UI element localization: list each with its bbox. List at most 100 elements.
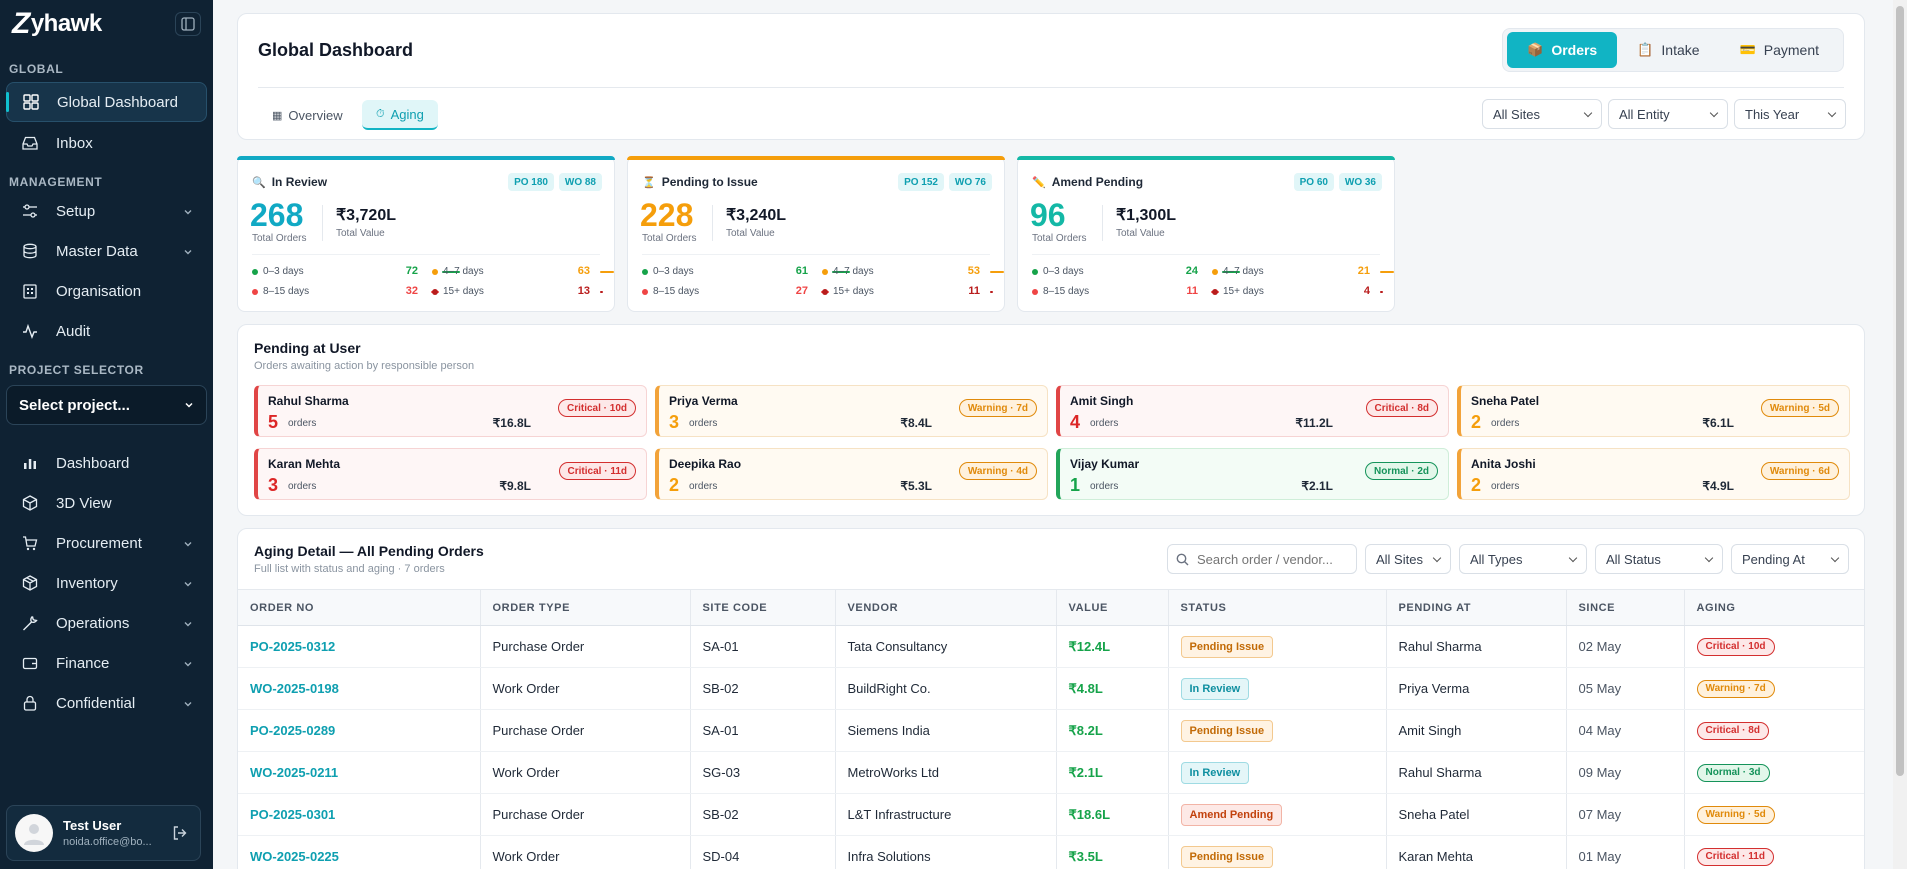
mode-payment-button[interactable]: 💳 Payment xyxy=(1720,32,1839,68)
logout-icon[interactable] xyxy=(168,821,192,845)
nav-procurement[interactable]: Procurement xyxy=(6,523,207,563)
site-code-cell: SB-02 xyxy=(689,667,835,710)
column-header[interactable]: VALUE xyxy=(1055,589,1168,626)
orders-label: orders xyxy=(1491,418,1520,429)
value-cell: ₹4.8L xyxy=(1055,667,1168,710)
chevron-down-icon xyxy=(1709,108,1719,117)
nav-finance[interactable]: Finance xyxy=(6,643,207,683)
user-name: Priya Verma xyxy=(669,394,738,408)
nav-audit[interactable]: Audit xyxy=(6,311,207,351)
sidebar-toggle-button[interactable] xyxy=(175,12,201,36)
table-row[interactable]: PO-2025-0289 Purchase Order SA-01 Siemen… xyxy=(238,709,1864,752)
package-icon: 📦 xyxy=(1527,42,1544,57)
pending-user-card[interactable]: Anita Joshi 2 orders ₹4.9L Warning · 6d xyxy=(1457,448,1850,500)
page-scrollbar[interactable] xyxy=(1893,0,1907,869)
user-name: Sneha Patel xyxy=(1471,394,1540,408)
nav-operations[interactable]: Operations xyxy=(6,603,207,643)
scrollbar-thumb[interactable] xyxy=(1896,6,1904,776)
column-header[interactable]: PENDING AT xyxy=(1385,589,1566,626)
stat-title: ⏳ Pending to Issue xyxy=(642,175,758,189)
since-cell: 09 May xyxy=(1565,751,1684,794)
order-number-link[interactable]: WO-2025-0211 xyxy=(238,751,480,794)
aging-dot xyxy=(1032,288,1038,295)
pending-user-card[interactable]: Karan Mehta 3 orders ₹9.8L Critical · 11… xyxy=(254,448,647,500)
pending-at-cell: Priya Verma xyxy=(1385,667,1566,710)
chevron-down-icon xyxy=(183,656,193,673)
column-header[interactable]: ORDER TYPE xyxy=(479,589,690,626)
mode-intake-button[interactable]: 📋 Intake xyxy=(1617,32,1719,68)
column-header[interactable]: SITE CODE xyxy=(689,589,835,626)
select-value: All Entity xyxy=(1619,106,1670,122)
column-header[interactable]: AGING xyxy=(1683,589,1864,626)
pending-at-cell: Sneha Patel xyxy=(1385,793,1566,836)
table-filter-sites-select[interactable]: All Sites xyxy=(1365,544,1451,574)
nav-inventory[interactable]: Inventory xyxy=(6,563,207,603)
nav-dashboard[interactable]: Dashboard xyxy=(6,443,207,483)
activity-icon xyxy=(21,322,39,340)
status-badge: Amend Pending xyxy=(1180,803,1283,826)
table-row[interactable]: WO-2025-0225 Work Order SD-04 Infra Solu… xyxy=(238,835,1864,869)
user-email: noida.office@bo... xyxy=(63,836,152,848)
project-select[interactable]: Select project... xyxy=(6,385,207,425)
table-row[interactable]: PO-2025-0312 Purchase Order SA-01 Tata C… xyxy=(238,625,1864,668)
pending-user-card[interactable]: Deepika Rao 2 orders ₹5.3L Warning · 4d xyxy=(655,448,1048,500)
status-badge: In Review xyxy=(1180,677,1250,700)
stat-value: ₹3,720L xyxy=(336,207,396,224)
nav-inbox[interactable]: Inbox xyxy=(6,123,207,163)
nav-confidential[interactable]: Confidential xyxy=(6,683,207,723)
select-value: Pending At xyxy=(1742,551,1805,567)
vendor-cell: L&T Infrastructure xyxy=(834,793,1056,836)
nav-master-data[interactable]: Master Data xyxy=(6,231,207,271)
pending-user-card[interactable]: Rahul Sharma 5 orders ₹16.8L Critical · … xyxy=(254,385,647,437)
nav-3d-view[interactable]: 3D View xyxy=(6,483,207,523)
order-number-link[interactable]: PO-2025-0301 xyxy=(238,793,480,836)
nav-global-dashboard[interactable]: Global Dashboard xyxy=(6,82,207,122)
tab-aging[interactable]: ⏱ Aging xyxy=(362,100,438,130)
order-number-link[interactable]: WO-2025-0225 xyxy=(238,835,480,869)
column-header[interactable]: VENDOR xyxy=(834,589,1056,626)
pending-user-card[interactable]: Amit Singh 4 orders ₹11.2L Critical · 8d xyxy=(1056,385,1449,437)
filter-sites-select[interactable]: All Sites xyxy=(1482,99,1602,129)
pending-user-card[interactable]: Priya Verma 3 orders ₹8.4L Warning · 7d xyxy=(655,385,1048,437)
aging-label: 15+ days xyxy=(833,286,874,297)
stat-icon: 🔍 xyxy=(252,176,266,189)
pending-value: ₹4.9L xyxy=(1702,479,1734,493)
table-row[interactable]: WO-2025-0211 Work Order SG-03 MetroWorks… xyxy=(238,751,1864,794)
table-filter-pending-select[interactable]: Pending At xyxy=(1731,544,1849,574)
aging-count: 11 xyxy=(968,285,980,297)
user-card[interactable]: Test User noida.office@bo... xyxy=(6,805,201,861)
aging-dot xyxy=(432,268,438,275)
card-icon: 💳 xyxy=(1739,42,1756,57)
aging-badge: Normal · 3d xyxy=(1696,763,1770,782)
nav-organisation[interactable]: Organisation xyxy=(6,271,207,311)
wallet-icon xyxy=(21,654,39,672)
table-row[interactable]: PO-2025-0301 Purchase Order SB-02 L&T In… xyxy=(238,793,1864,836)
tab-overview[interactable]: ▦ Overview xyxy=(258,100,357,130)
status-cell: Pending Issue xyxy=(1167,709,1386,752)
order-search-input[interactable] xyxy=(1197,551,1347,567)
nav-setup[interactable]: Setup xyxy=(6,191,207,231)
pending-user-card[interactable]: Sneha Patel 2 orders ₹6.1L Warning · 5d xyxy=(1457,385,1850,437)
table-filter-types-select[interactable]: All Types xyxy=(1459,544,1587,574)
order-number-link[interactable]: WO-2025-0198 xyxy=(238,667,480,710)
tab-label: Aging xyxy=(390,106,424,122)
column-header[interactable]: SINCE xyxy=(1565,589,1684,626)
table-row[interactable]: WO-2025-0198 Work Order SB-02 BuildRight… xyxy=(238,667,1864,710)
order-number-link[interactable]: PO-2025-0312 xyxy=(238,625,480,668)
order-number-link[interactable]: PO-2025-0289 xyxy=(238,709,480,752)
mode-orders-button[interactable]: 📦 Orders xyxy=(1507,32,1618,68)
pending-user-card[interactable]: Vijay Kumar 1 orders ₹2.1L Normal · 2d xyxy=(1056,448,1449,500)
table-filter-status-select[interactable]: All Status xyxy=(1595,544,1723,574)
filter-period-select[interactable]: This Year xyxy=(1734,99,1846,129)
column-header[interactable]: ORDER NO xyxy=(238,589,480,626)
filter-entity-select[interactable]: All Entity xyxy=(1608,99,1728,129)
column-header[interactable]: STATUS xyxy=(1167,589,1386,626)
nav-label: Dashboard xyxy=(56,454,130,472)
pending-at-cell: Karan Mehta xyxy=(1385,835,1566,869)
aging-badge: Warning · 5d xyxy=(1696,805,1775,824)
aging-label: 4–7 days xyxy=(833,266,874,277)
chevron-down-icon xyxy=(185,402,193,408)
chevron-down-icon xyxy=(1830,553,1840,562)
chevron-down-icon xyxy=(183,204,193,221)
